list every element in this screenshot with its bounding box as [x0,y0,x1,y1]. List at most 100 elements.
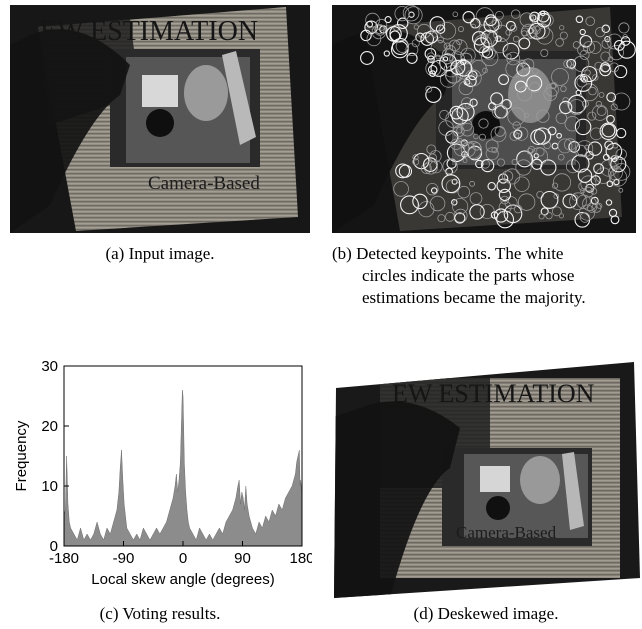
keypoint-circle [550,82,558,89]
keypoint-circle [418,201,435,218]
keypoint-circle [549,83,557,90]
keypoint-circle [605,142,623,160]
keypoint-circle [534,23,550,39]
keypoint-circle [456,127,463,134]
keypoint-circle [599,122,618,141]
x-axis-label: Local skew angle (degrees) [91,571,274,588]
keypoint-circle [587,141,603,156]
keypoint-circle [452,198,469,215]
keypoint-circle [516,62,531,77]
keypoint-circle [518,37,531,50]
keypoint-circle [575,89,582,96]
caption-b: (b) Detected keypoints. The white circle… [332,243,638,309]
keypoint-circle [426,52,436,61]
x-tick-label: -180 [49,550,79,567]
keypoint-circle [591,104,609,121]
keypoint-circle [574,73,593,92]
keypoint-circle [430,39,448,57]
keypoint-circle [540,207,549,216]
keypoint-circle [498,200,512,214]
keypoint-circle [535,147,545,157]
keypoint-circle [389,24,408,43]
keypoint-circles [360,5,636,229]
keypoint-circle [438,22,457,40]
input-photo-label: Camera-Based [148,173,260,194]
keypoint-circle [449,105,464,120]
keypoint-circle [551,68,569,86]
keypoint-circle [576,140,594,158]
keypoint-circle [404,6,423,25]
keypoint-circle [458,26,465,33]
keypoints-panel [332,5,636,233]
keypoint-circle [420,32,435,46]
keypoint-circle [521,23,537,40]
keypoint-circle [411,39,420,48]
keypoint-circle [594,61,604,71]
keypoint-circle [470,60,487,77]
x-tick-label: 0 [179,550,187,567]
keypoint-circle [448,39,461,52]
keypoint-circle [532,68,539,75]
keypoint-circle [585,150,594,160]
keypoint-circle [591,202,602,213]
keypoint-circle [483,42,493,52]
keypoint-circle [475,7,495,26]
keypoint-circle [513,204,523,214]
keypoint-circle [576,76,588,88]
keypoint-circle [475,159,484,169]
keypoint-circle [579,34,593,48]
keypoint-circle [429,70,436,77]
keypoint-circle [504,168,521,185]
keypoint-circle [443,62,459,78]
keypoint-circle [536,109,550,123]
keypoint-circle [540,49,549,58]
keypoint-circle [464,69,482,87]
input-image-panel: EW ESTIMATION Camera-Based [10,5,310,233]
keypoint-circle [540,10,546,17]
keypoint-circle [577,44,589,56]
caption-c: (c) Voting results. [99,604,221,623]
input-photo: EW ESTIMATION Camera-Based [10,5,310,233]
keypoint-circle [427,64,438,75]
keypoint-circle [531,25,541,35]
keypoint-circle [590,187,598,195]
keypoint-circle [527,146,535,154]
keypoint-circle [604,140,614,150]
keypoint-circle [412,154,419,161]
keypoint-circle [601,39,612,49]
keypoint-circle [608,44,624,61]
keypoint-circle [493,208,509,223]
keypoint-circle [365,12,380,28]
keypoint-circle [517,193,536,211]
keypoint-circle [601,123,616,138]
keypoint-circle [469,204,485,220]
keypoint-circle [514,126,529,141]
keypoint-circle [600,62,611,73]
x-tick-label: -90 [113,550,135,567]
keypoint-circle [429,195,446,212]
keypoint-circle [556,132,562,139]
keypoint-circle [430,187,438,194]
keypoint-circle [455,59,473,77]
keypoint-circle [560,85,567,92]
keypoint-circle [580,75,588,83]
keypoint-circle [483,16,500,33]
keypoint-circle [590,196,599,205]
keypoint-circle [494,126,506,137]
keypoint-circle [412,193,428,210]
keypoint-circle [574,144,587,157]
keypoint-circle [450,59,466,76]
keypoint-circle [564,115,581,132]
x-tick-label: 90 [234,550,251,567]
keypoint-circle [456,102,475,122]
keypoint-circle [472,142,481,151]
keypoint-circle [607,56,614,62]
keypoint-circle [613,178,620,186]
keypoint-circle [526,75,543,92]
keypoint-circle [513,129,523,139]
keypoint-circle [451,178,458,185]
keypoint-circle [464,102,470,108]
keypoint-circle [505,60,524,78]
keypoint-circle [445,110,464,129]
deskewed-image-panel: EW ESTIMATION Camera-Based [330,358,642,602]
